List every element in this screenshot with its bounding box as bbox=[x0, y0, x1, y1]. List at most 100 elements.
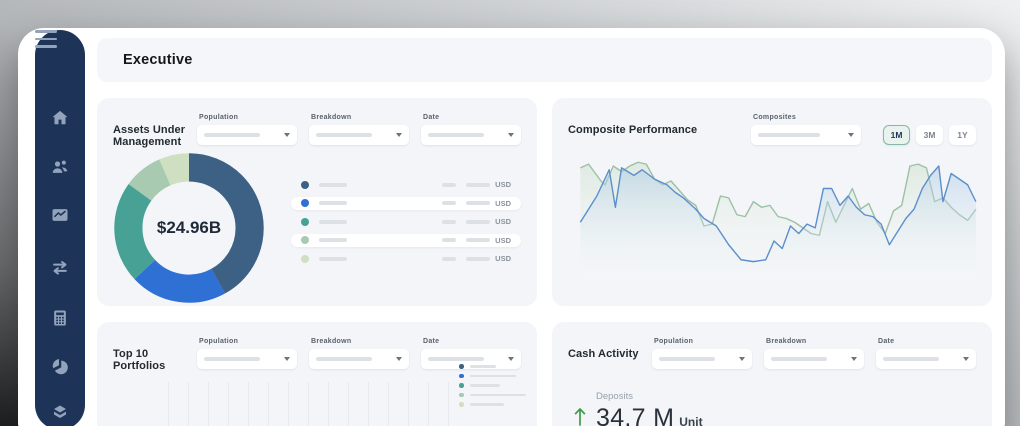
legend-dot bbox=[459, 373, 464, 379]
date-dropdown[interactable] bbox=[421, 125, 521, 145]
placeholder-line bbox=[442, 219, 457, 224]
legend-dot bbox=[301, 199, 309, 208]
filter-date: Date bbox=[421, 112, 521, 145]
panel-composite-performance: Composite Performance Composites 1M 3M 1… bbox=[552, 98, 992, 306]
placeholder-line bbox=[428, 357, 484, 361]
filter-breakdown: Breakdown bbox=[764, 336, 864, 369]
placeholder-line bbox=[442, 201, 457, 206]
placeholder-line bbox=[466, 219, 491, 224]
layers-icon[interactable] bbox=[50, 403, 70, 423]
calculator-icon[interactable] bbox=[50, 308, 70, 328]
portfolios-legend bbox=[459, 364, 537, 412]
donut-segment-3 bbox=[114, 153, 264, 303]
currency-label: USD bbox=[495, 198, 511, 208]
panel-top-10-portfolios: Top 10 Portfolios Population Breakdown D… bbox=[97, 322, 537, 426]
aum-legend-row: USD bbox=[291, 178, 521, 192]
placeholder-line bbox=[319, 256, 347, 261]
placeholder-line bbox=[466, 201, 491, 206]
aum-total-value: $24.96B bbox=[156, 218, 222, 237]
placeholder-line bbox=[442, 238, 457, 243]
placeholder-line bbox=[316, 357, 372, 361]
chevron-down-icon bbox=[508, 357, 514, 361]
performance-icon[interactable] bbox=[50, 205, 70, 225]
aum-legend-row: USD bbox=[291, 233, 521, 247]
range-button-1y[interactable]: 1Y bbox=[949, 125, 976, 145]
breakdown-dropdown[interactable] bbox=[309, 349, 409, 369]
placeholder-line bbox=[771, 357, 827, 361]
legend-dot bbox=[459, 364, 464, 369]
aum-legend-row: USD bbox=[291, 196, 521, 210]
placeholder-line bbox=[883, 357, 939, 361]
placeholder-line bbox=[319, 219, 347, 224]
placeholder-line bbox=[659, 357, 715, 361]
legend-dot bbox=[459, 392, 464, 398]
legend-dot bbox=[301, 180, 309, 189]
breakdown-dropdown[interactable] bbox=[309, 125, 409, 145]
portfolios-legend-item bbox=[459, 392, 537, 398]
filter-date: Date bbox=[876, 336, 976, 369]
filter-breakdown: Breakdown bbox=[309, 336, 409, 369]
aum-legend-row: USD bbox=[291, 252, 521, 266]
placeholder-line bbox=[469, 393, 526, 397]
portfolios-legend-item bbox=[459, 383, 537, 388]
portfolios-legend-item bbox=[459, 402, 537, 407]
aum-donut-svg bbox=[114, 153, 264, 303]
date-dropdown[interactable] bbox=[876, 349, 976, 369]
currency-label: USD bbox=[495, 235, 511, 245]
filter-composites: Composites bbox=[751, 112, 861, 145]
chevron-down-icon bbox=[739, 357, 745, 361]
legend-dot bbox=[459, 402, 464, 407]
allocation-icon[interactable] bbox=[50, 357, 70, 377]
cash-filters: Population Breakdown Date bbox=[652, 336, 976, 369]
composites-dropdown[interactable] bbox=[751, 125, 861, 145]
home-icon[interactable] bbox=[50, 108, 70, 128]
chevron-down-icon bbox=[851, 357, 857, 361]
legend-dot bbox=[301, 254, 309, 263]
menu-icon[interactable] bbox=[35, 30, 57, 48]
panel-title: Cash Activity bbox=[568, 348, 639, 360]
panel-title: Top 10 Portfolios bbox=[113, 348, 166, 372]
transactions-icon[interactable] bbox=[50, 258, 70, 278]
portfolios-filters: Population Breakdown Date bbox=[197, 336, 521, 369]
placeholder-line bbox=[466, 238, 491, 243]
range-button-3m[interactable]: 3M bbox=[916, 125, 943, 145]
filter-date: Date bbox=[421, 336, 521, 369]
placeholder-line bbox=[442, 256, 457, 261]
composite-blue-line bbox=[580, 166, 976, 262]
dashboard-grid: Assets Under Management Population Break… bbox=[97, 98, 992, 426]
legend-dot bbox=[301, 236, 309, 245]
chevron-down-icon bbox=[284, 357, 290, 361]
panel-title: Assets Under Management bbox=[113, 124, 186, 148]
deposits-metric: Deposits 34.7 M Unit bbox=[572, 391, 976, 426]
currency-label: USD bbox=[495, 254, 511, 264]
deposits-value: 34.7 M bbox=[596, 404, 675, 426]
placeholder-line bbox=[442, 182, 457, 187]
breakdown-dropdown[interactable] bbox=[764, 349, 864, 369]
composite-chart-svg bbox=[568, 151, 980, 301]
range-button-1m[interactable]: 1M bbox=[883, 125, 910, 145]
content-area: Executive Assets Under Management Popula… bbox=[97, 38, 992, 426]
range-toggle-group: 1M 3M 1Y bbox=[883, 125, 976, 145]
portfolios-legend-item bbox=[459, 373, 537, 379]
population-dropdown[interactable] bbox=[197, 125, 297, 145]
population-dropdown[interactable] bbox=[652, 349, 752, 369]
page-header: Executive bbox=[97, 38, 992, 82]
aum-filters: Population Breakdown Date bbox=[197, 112, 521, 145]
chevron-down-icon bbox=[284, 133, 290, 137]
filter-population: Population bbox=[197, 336, 297, 369]
donut-segment-5 bbox=[114, 153, 264, 303]
placeholder-line bbox=[466, 182, 491, 187]
chevron-down-icon bbox=[396, 133, 402, 137]
composite-blue-area bbox=[580, 166, 976, 301]
chevron-down-icon bbox=[396, 357, 402, 361]
placeholder-line bbox=[204, 133, 260, 137]
panel-title: Composite Performance bbox=[568, 124, 698, 136]
clients-icon[interactable] bbox=[50, 157, 70, 177]
date-dropdown[interactable] bbox=[421, 349, 521, 369]
currency-label: USD bbox=[495, 217, 511, 227]
placeholder-line bbox=[466, 256, 491, 261]
aum-legend: USD USD USD USD USD bbox=[291, 178, 521, 271]
currency-label: USD bbox=[495, 180, 511, 190]
population-dropdown[interactable] bbox=[197, 349, 297, 369]
deposits-unit: Unit bbox=[679, 415, 703, 426]
